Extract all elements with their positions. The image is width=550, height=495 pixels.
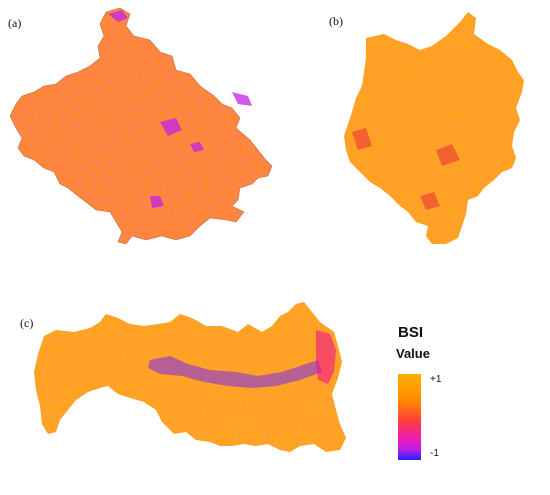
- legend-max-label: +1: [430, 374, 442, 385]
- legend-subtitle: Value: [396, 346, 430, 361]
- map-a-purple-patches: [108, 10, 252, 208]
- map-panel-a: [10, 8, 272, 244]
- panel-label-b: (b): [329, 14, 343, 28]
- legend-min-label: -1: [430, 448, 439, 459]
- map-c-blue-corridor: [148, 330, 336, 388]
- legend-title: BSI: [398, 324, 424, 341]
- map-b-red-patches: [352, 128, 460, 210]
- panel-label-a: (a): [8, 16, 22, 30]
- map-outlines: [9, 7, 273, 245]
- panel-label-c: (c): [20, 316, 34, 330]
- legend-color-ramp: [398, 374, 421, 460]
- map-panel-b: [344, 12, 524, 244]
